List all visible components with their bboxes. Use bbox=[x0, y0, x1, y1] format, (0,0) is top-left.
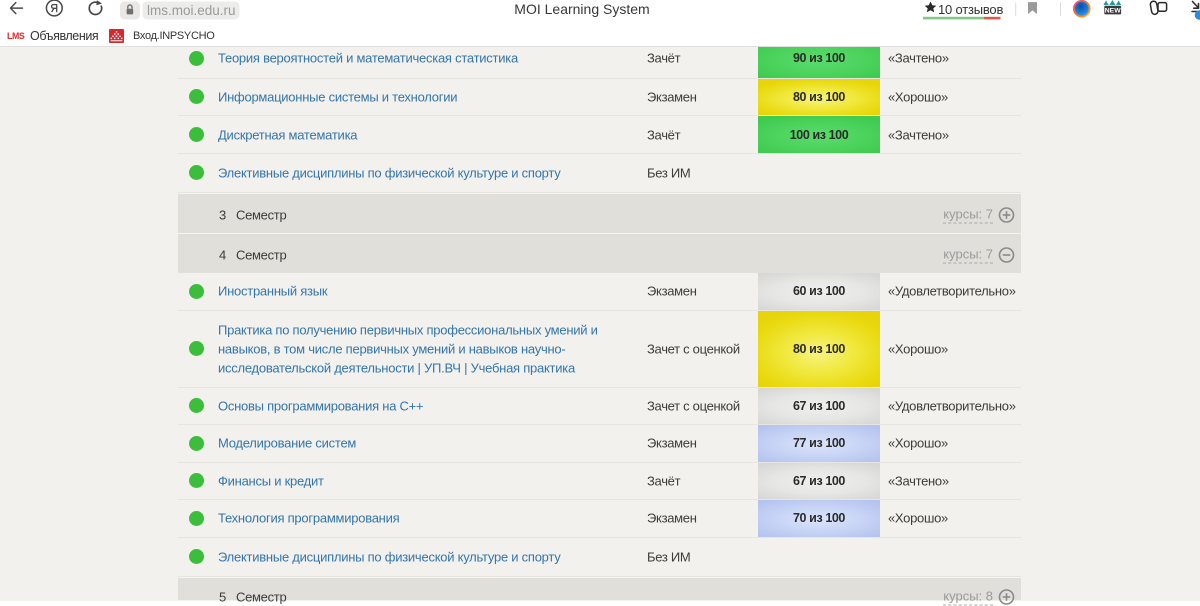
svg-text:LMS: LMS bbox=[7, 31, 25, 41]
svg-text:NEW: NEW bbox=[1105, 8, 1121, 15]
